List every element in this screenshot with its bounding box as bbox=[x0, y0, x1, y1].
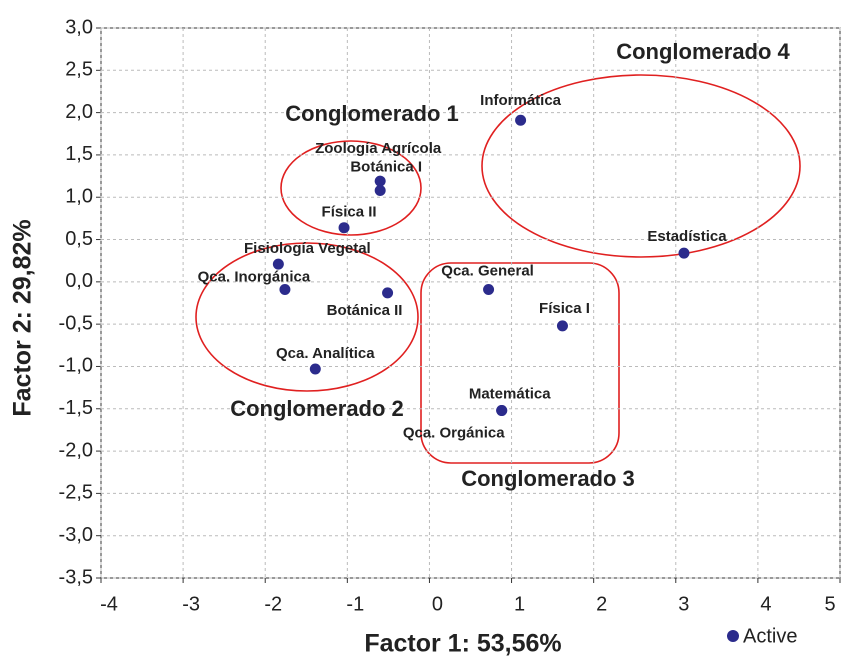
y-tick-label: 2,0 bbox=[65, 101, 93, 123]
y-tick-label: -2,0 bbox=[59, 439, 93, 461]
x-axis-title: Factor 1: 53,56% bbox=[364, 630, 561, 658]
point bbox=[483, 283, 495, 295]
x-tick-label: 4 bbox=[760, 593, 771, 615]
x-tick-label: 5 bbox=[824, 593, 835, 615]
point-label: Fisiología Vegetal bbox=[244, 240, 371, 257]
cluster-label: Conglomerado 3 bbox=[461, 466, 635, 491]
point-label: Matemática bbox=[469, 385, 551, 402]
point-label: Zoología Agrícola bbox=[315, 140, 442, 157]
x-tick-label: 1 bbox=[514, 593, 525, 615]
point bbox=[382, 287, 394, 299]
cluster-box bbox=[420, 262, 620, 464]
point-label: Botánica II bbox=[327, 302, 403, 319]
cluster-ellipse bbox=[481, 74, 801, 258]
legend-label: Active bbox=[743, 625, 797, 647]
point-label: Estadística bbox=[647, 228, 727, 245]
y-tick-label: 3,0 bbox=[65, 16, 93, 38]
point-label: Qca. Inorgánica bbox=[198, 268, 311, 285]
cluster-label: Conglomerado 2 bbox=[230, 396, 404, 421]
point bbox=[515, 114, 527, 126]
cluster-ellipse bbox=[195, 242, 419, 392]
plot-frame bbox=[100, 27, 841, 579]
point bbox=[496, 404, 508, 416]
point-label: Física II bbox=[322, 204, 377, 221]
x-tick-label: -2 bbox=[264, 593, 282, 615]
point bbox=[338, 222, 350, 234]
point-label: Física I bbox=[539, 300, 590, 317]
point bbox=[279, 283, 291, 295]
x-tick-label: -3 bbox=[182, 593, 200, 615]
point-label: Informática bbox=[480, 92, 562, 109]
legend-marker bbox=[727, 630, 739, 642]
y-tick-label: 1,5 bbox=[65, 143, 93, 165]
point bbox=[374, 184, 386, 196]
y-tick-label: 1,0 bbox=[65, 186, 93, 208]
y-tick-label: 0,5 bbox=[65, 228, 93, 250]
point bbox=[374, 175, 386, 187]
point-label: Qca. Analítica bbox=[276, 345, 375, 362]
point bbox=[309, 363, 321, 375]
y-tick-label: -2,5 bbox=[59, 482, 93, 504]
cluster-label: Conglomerado 1 bbox=[285, 101, 459, 126]
y-tick-label: -1,5 bbox=[59, 397, 93, 419]
y-tick-label: -3,5 bbox=[59, 566, 93, 588]
point bbox=[678, 247, 690, 259]
y-tick-label: 0,0 bbox=[65, 270, 93, 292]
x-tick-label: 3 bbox=[678, 593, 689, 615]
y-tick-label: -1,0 bbox=[59, 355, 93, 377]
point bbox=[272, 258, 284, 270]
x-tick-label: 0 bbox=[432, 593, 443, 615]
point-label: Qca. Orgánica bbox=[403, 424, 505, 441]
y-tick-label: -3,0 bbox=[59, 524, 93, 546]
y-tick-label: 2,5 bbox=[65, 59, 93, 81]
point-label: Botánica I bbox=[350, 158, 422, 175]
x-tick-label: -1 bbox=[346, 593, 364, 615]
y-tick-label: -0,5 bbox=[59, 312, 93, 334]
cluster-label: Conglomerado 4 bbox=[616, 39, 790, 64]
cluster-ellipse bbox=[280, 140, 422, 236]
x-tick-label: -4 bbox=[100, 593, 118, 615]
point bbox=[556, 320, 568, 332]
x-tick-label: 2 bbox=[596, 593, 607, 615]
y-axis-title: Factor 2: 29,82% bbox=[9, 219, 37, 416]
point-label: Qca. General bbox=[441, 262, 534, 279]
